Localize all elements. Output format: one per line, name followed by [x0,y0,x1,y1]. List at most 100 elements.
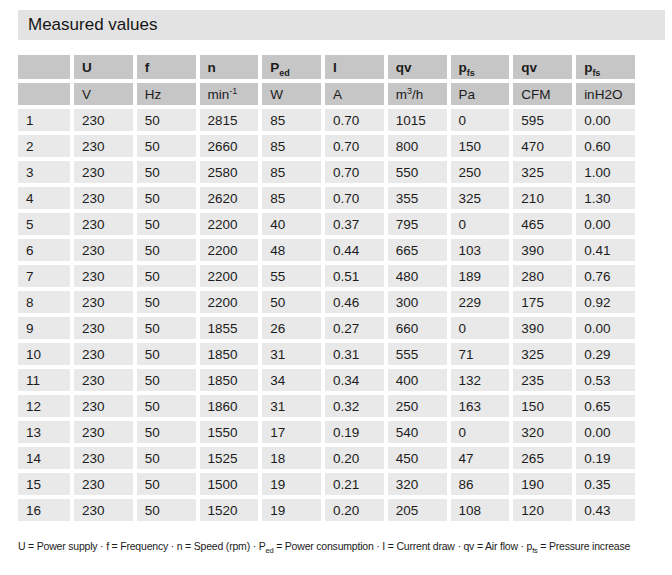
table-cell: 0.29 [576,343,635,365]
column-header: pfs [451,55,510,79]
table-cell: 230 [74,291,133,313]
table-cell: 0.37 [325,213,384,235]
table-cell: 2 [18,135,70,157]
table-cell: 355 [388,187,447,209]
table-row: 9230501855260.2766003900.00 [18,317,635,339]
table-cell: 2200 [200,239,259,261]
table-cell: 230 [74,447,133,469]
table-cell: 2580 [200,161,259,183]
table-cell: 175 [513,291,572,313]
table-cell: 250 [388,395,447,417]
table-cell: 14 [18,447,70,469]
table-row: 10230501850310.31555713250.29 [18,343,635,365]
table-cell: 0.70 [325,135,384,157]
table-cell: 5 [18,213,70,235]
table-cell: 0.92 [576,291,635,313]
table-cell: 50 [137,213,196,235]
measured-values-table: UfnPedIqvpfsqvpfs VHzmin-1WAm3/hPaCFMinH… [14,51,639,525]
table-cell: 230 [74,135,133,157]
page-title: Measured values [18,15,157,35]
table-cell: 325 [513,161,572,183]
column-header: Ped [262,55,321,79]
table-cell: 108 [451,499,510,521]
table-cell: 2620 [200,187,259,209]
table-cell: 85 [262,135,321,157]
table-cell: 48 [262,239,321,261]
table-cell: 71 [451,343,510,365]
table-cell: 230 [74,187,133,209]
table-cell: 325 [513,343,572,365]
table-cell: 0.76 [576,265,635,287]
table-row: 11230501850340.344001322350.53 [18,369,635,391]
table-row: 4230502620850.703553252101.30 [18,187,635,209]
table-cell: 480 [388,265,447,287]
table-cell: 555 [388,343,447,365]
table-cell: 2200 [200,213,259,235]
table-cell: 250 [451,161,510,183]
table-cell: 230 [74,109,133,131]
table-cell: 229 [451,291,510,313]
table-cell: 0.51 [325,265,384,287]
table-cell: 0.70 [325,161,384,183]
table-cell: 31 [262,343,321,365]
table-cell: 0.20 [325,447,384,469]
table-cell: 50 [262,291,321,313]
table-cell: 150 [451,135,510,157]
table-cell: 2815 [200,109,259,131]
legend-symbol: U [18,540,25,552]
table-cell: 50 [137,343,196,365]
table-cell: 550 [388,161,447,183]
section-title-bar: Measured values [18,10,665,40]
table-cell: 2200 [200,265,259,287]
table-cell: 50 [137,499,196,521]
table-cell: 465 [513,213,572,235]
table-cell: 190 [513,473,572,495]
table-cell: 1500 [200,473,259,495]
table-cell: 50 [137,421,196,443]
legend-symbol: Ped [259,540,274,552]
table-cell: 12 [18,395,70,417]
table-cell: 0.19 [325,421,384,443]
table-cell: 2200 [200,291,259,313]
table-cell: 2660 [200,135,259,157]
column-header [18,55,70,79]
table-cell: 50 [137,317,196,339]
unit-header: inH2O [576,83,635,105]
table-body: 1230502815850.70101505950.00223050266085… [18,109,635,521]
table-cell: 3 [18,161,70,183]
table-cell: 1 [18,109,70,131]
table-cell: 1550 [200,421,259,443]
table-cell: 0.20 [325,499,384,521]
table-row: 6230502200480.446651033900.41 [18,239,635,261]
table-cell: 235 [513,369,572,391]
table-cell: 1850 [200,369,259,391]
legend-footnote: U = Power supply · f = Frequency · n = S… [18,540,668,552]
table-row: 12230501860310.322501631500.65 [18,395,635,417]
table-cell: 50 [137,265,196,287]
table-cell: 11 [18,369,70,391]
table-cell: 0 [451,213,510,235]
table-cell: 50 [137,135,196,157]
table-cell: 34 [262,369,321,391]
table-cell: 18 [262,447,321,469]
table-cell: 189 [451,265,510,287]
table-row: 7230502200550.514801892800.76 [18,265,635,287]
table-cell: 85 [262,161,321,183]
table-cell: 50 [137,447,196,469]
unit-header: min-1 [200,83,259,105]
table-cell: 0 [451,109,510,131]
table-cell: 280 [513,265,572,287]
table-row: 8230502200500.463002291750.92 [18,291,635,313]
table-cell: 0.21 [325,473,384,495]
table-cell: 1.30 [576,187,635,209]
table-cell: 55 [262,265,321,287]
table-cell: 17 [262,421,321,443]
table-cell: 50 [137,395,196,417]
table-cell: 0.41 [576,239,635,261]
table-cell: 9 [18,317,70,339]
unit-header [18,83,70,105]
table-cell: 10 [18,343,70,365]
table-cell: 0.70 [325,187,384,209]
table-cell: 19 [262,499,321,521]
table-cell: 1525 [200,447,259,469]
